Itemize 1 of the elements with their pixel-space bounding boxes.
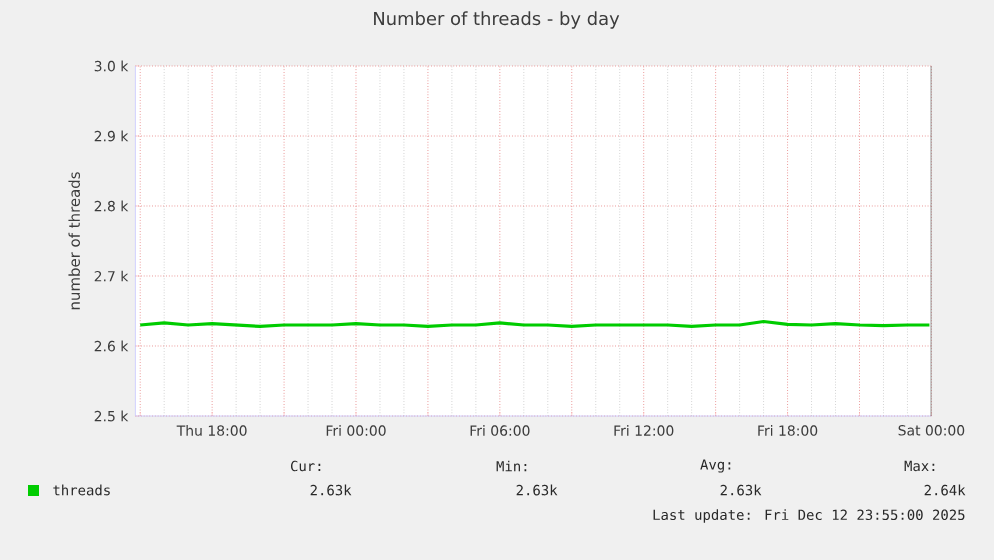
chart-title: Number of threads - by day bbox=[374, 11, 620, 29]
